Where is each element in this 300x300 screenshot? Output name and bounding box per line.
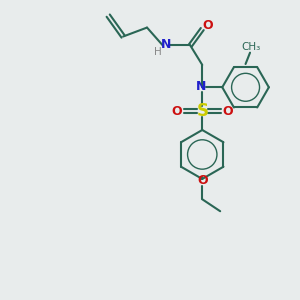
- Text: S: S: [196, 102, 208, 120]
- Text: CH₃: CH₃: [241, 42, 261, 52]
- Text: O: O: [197, 174, 208, 187]
- Text: H: H: [154, 47, 162, 57]
- Text: O: O: [223, 105, 233, 118]
- Text: O: O: [202, 19, 213, 32]
- Text: N: N: [196, 80, 206, 93]
- Text: N: N: [161, 38, 172, 51]
- Text: O: O: [171, 105, 182, 118]
